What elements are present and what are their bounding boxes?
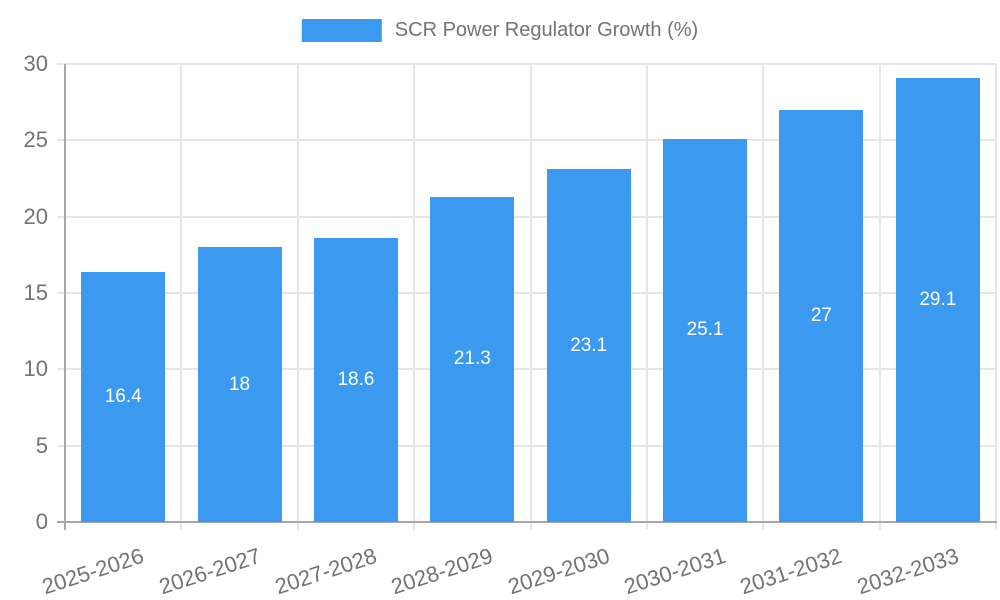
bar: 18 <box>197 247 282 522</box>
x-gridline <box>413 64 416 530</box>
bar-value-label: 25.1 <box>686 319 724 341</box>
bar-value-label: 18.6 <box>337 369 375 390</box>
bar-value-label: 21.3 <box>453 348 491 370</box>
bar: 23.1 <box>546 169 631 522</box>
bar-value-label: 18 <box>228 373 251 395</box>
bar-value-label: 16.4 <box>104 385 142 407</box>
y-axis-tick-label: 0 <box>35 509 48 534</box>
bar-value-label: 29.1 <box>919 288 957 310</box>
x-gridline <box>762 64 765 530</box>
bar: 18.6 <box>313 238 398 522</box>
x-gridline <box>878 64 881 530</box>
bar: 29.1 <box>895 77 980 522</box>
y-axis-tick-label: 5 <box>35 432 48 458</box>
y-gridline <box>57 292 996 294</box>
y-gridline <box>57 215 996 218</box>
bar: 16.4 <box>81 271 166 522</box>
bar: 27 <box>779 109 864 522</box>
legend-swatch <box>301 19 382 42</box>
legend-label: SCR Power Regulator Growth (%) <box>394 19 699 41</box>
bar-value-label: 27 <box>810 304 832 326</box>
chart-legend[interactable]: SCR Power Regulator Growth (%) <box>301 19 699 42</box>
y-axis-tick-label: 20 <box>23 203 48 229</box>
plot-area: 0 5 10 15 20 25 30 16.4 2025-2026 18 2026-2027 18.6… <box>24 51 997 599</box>
bar: 21.3 <box>430 196 515 522</box>
x-gridline <box>529 64 532 530</box>
y-gridline <box>57 139 996 142</box>
y-gridline <box>57 444 996 447</box>
y-gridline <box>57 63 996 65</box>
y-axis-tick-label: 25 <box>23 127 48 153</box>
y-gridline <box>57 368 996 371</box>
x-gridline <box>645 64 648 530</box>
x-gridline <box>296 64 299 530</box>
bar-value-label: 23.1 <box>570 334 608 356</box>
bar: 25.1 <box>663 138 748 522</box>
x-axis-line <box>57 521 997 523</box>
y-axis-tick-label: 10 <box>23 356 48 382</box>
x-gridline <box>180 64 183 530</box>
y-axis-tick-label: 30 <box>23 51 48 76</box>
y-axis-line <box>64 64 66 530</box>
x-gridline <box>995 64 997 530</box>
y-axis-tick-label: 15 <box>23 280 48 305</box>
